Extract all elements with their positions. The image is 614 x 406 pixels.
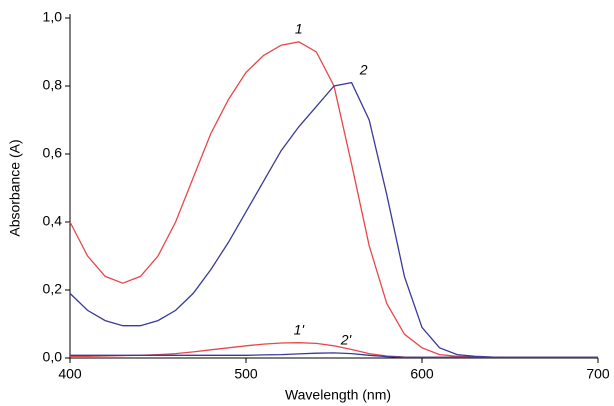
series-label: 1' [294,321,306,337]
y-axis-label: Absorbance (A) [7,139,23,236]
y-tick-label: 0,0 [43,349,63,365]
y-tick-label: 0,4 [43,213,63,229]
series-label: 1 [295,21,303,37]
y-tick-label: 0,8 [43,77,63,93]
y-tick-label: 0,6 [43,145,63,161]
series-line [69,41,598,358]
x-axis-label: Wavelength (nm) [285,387,391,403]
x-tick-label: 700 [586,366,610,382]
y-tick-label: 1,0 [43,9,63,25]
series-label: 2 [359,61,368,77]
x-tick-label: 600 [410,366,434,382]
series-line [69,81,598,358]
series-line [70,352,598,358]
x-tick-label: 400 [58,366,82,382]
series-label: 2' [340,332,353,348]
y-tick-label: 0,2 [43,281,63,297]
x-tick-label: 500 [234,366,258,382]
